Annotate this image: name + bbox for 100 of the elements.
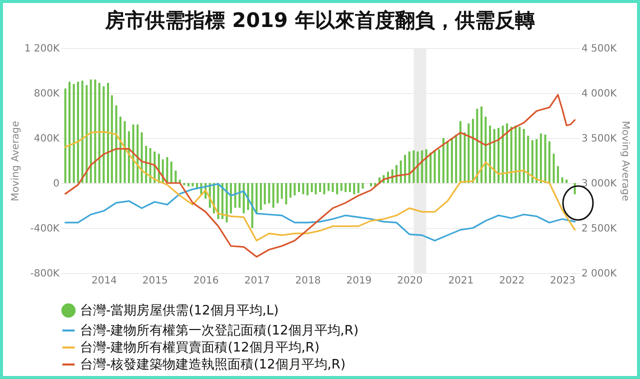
- bar: [332, 183, 334, 192]
- bar: [400, 160, 402, 183]
- bar: [446, 141, 449, 183]
- bar: [174, 170, 177, 183]
- y2-tick-label: 2 000K: [582, 268, 618, 280]
- bar: [476, 108, 478, 183]
- y-tick-label: 800K: [34, 88, 60, 100]
- bar: [136, 124, 139, 183]
- bar: [306, 183, 309, 196]
- bar: [540, 134, 542, 183]
- y2-axis-title: Moving Average: [620, 120, 631, 202]
- y2-tick-label: 3 500K: [582, 134, 618, 144]
- bar: [434, 150, 436, 183]
- bar: [192, 183, 194, 186]
- bar: [408, 152, 410, 183]
- bar: [64, 88, 66, 183]
- bar: [90, 80, 92, 183]
- bar: [145, 146, 148, 183]
- bar: [396, 165, 398, 183]
- y-tick-label: -400K: [30, 224, 60, 234]
- y-tick-label: 0: [53, 178, 60, 190]
- bar: [238, 183, 241, 208]
- bar: [522, 129, 525, 183]
- bar: [140, 132, 143, 183]
- bar: [310, 183, 313, 192]
- x-tick-label: 2023: [550, 276, 576, 286]
- bar: [289, 183, 292, 198]
- line-series: [64, 130, 576, 242]
- bar: [107, 82, 110, 183]
- bar: [484, 116, 487, 183]
- x-tick-label: 2021: [448, 276, 474, 286]
- bar: [115, 105, 118, 183]
- bar: [472, 118, 474, 183]
- bar: [285, 183, 288, 204]
- bar: [328, 183, 330, 191]
- x-tick-label: 2015: [142, 276, 168, 286]
- bar: [242, 183, 245, 214]
- bar: [506, 123, 508, 183]
- bar: [348, 183, 351, 192]
- bar: [552, 154, 555, 183]
- bar: [518, 126, 521, 183]
- bar: [268, 183, 270, 204]
- bar: [260, 183, 262, 210]
- bar: [124, 121, 126, 183]
- bar: [493, 129, 496, 183]
- x-tick-label: 2019: [346, 276, 372, 286]
- legend-label: 台灣-當期房屋供需(12個月平均,L): [80, 302, 279, 318]
- bar: [370, 183, 372, 186]
- chart-title: 房市供需指標 2019 年以來首度翻負，供需反轉: [104, 8, 535, 32]
- x-tick-label: 2018: [295, 276, 321, 286]
- y2-tick-label: 3 000K: [582, 178, 618, 190]
- bar: [450, 138, 453, 183]
- bar: [280, 183, 283, 199]
- bar: [344, 183, 347, 192]
- legend-label: 台灣-建物所有權買賣面積(12個月平均,R): [80, 340, 320, 356]
- y-tick-label: 1 200K: [24, 44, 60, 54]
- bar: [498, 128, 500, 183]
- bar: [132, 124, 134, 183]
- bar: [264, 183, 266, 204]
- y2-tick-label: 2 500K: [582, 224, 618, 234]
- bar: [110, 95, 113, 183]
- x-tick-label: 2016: [193, 276, 219, 286]
- bar: [416, 152, 419, 183]
- bar: [188, 183, 190, 186]
- bar: [251, 183, 254, 228]
- bar: [353, 183, 356, 194]
- bar: [336, 183, 338, 194]
- bar: [464, 132, 466, 183]
- bar: [81, 80, 84, 183]
- bar: [556, 166, 559, 183]
- bar: [459, 121, 462, 183]
- bar: [468, 123, 470, 183]
- bar: [230, 183, 232, 214]
- bar: [256, 183, 258, 214]
- bar: [319, 183, 322, 192]
- x-tick-label: 2014: [91, 276, 117, 286]
- bar: [421, 150, 424, 183]
- bar: [510, 126, 512, 183]
- x-tick-label: 2020: [397, 276, 423, 286]
- legend-label: 台灣-建物所有權第一次登記面積(12個月平均,R): [80, 324, 359, 338]
- y2-tick-label: 4 000K: [582, 88, 618, 100]
- bar: [68, 82, 71, 183]
- bar: [234, 183, 236, 208]
- bar: [314, 183, 317, 194]
- bar: [536, 139, 538, 183]
- bar: [170, 162, 172, 183]
- bar: [272, 183, 274, 208]
- bar: [430, 152, 432, 183]
- bar: [166, 157, 168, 183]
- bar: [438, 149, 440, 183]
- bar: [548, 141, 550, 183]
- bar: [94, 80, 96, 183]
- bar: [323, 183, 326, 194]
- y2-tick-label: 4 500K: [582, 44, 618, 54]
- x-tick-label: 2017: [244, 276, 270, 286]
- bar: [102, 86, 105, 183]
- y-tick-label: 400K: [34, 134, 60, 144]
- bar: [566, 180, 568, 183]
- bar: [119, 116, 122, 183]
- bar: [276, 183, 279, 204]
